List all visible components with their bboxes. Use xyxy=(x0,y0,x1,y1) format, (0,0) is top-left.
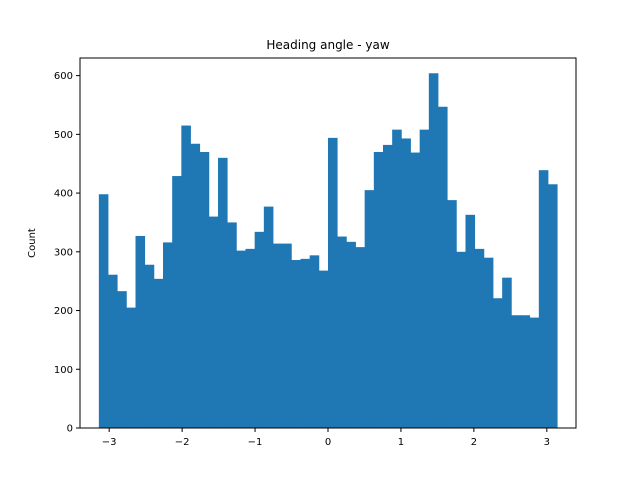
histogram-bar xyxy=(126,307,136,428)
y-tick-label: 0 xyxy=(67,424,73,435)
histogram-bar xyxy=(547,184,558,428)
histogram-bar xyxy=(428,73,439,429)
histogram-bar xyxy=(383,144,393,429)
x-tick-label: 3 xyxy=(544,437,550,448)
histogram-bar xyxy=(172,176,182,428)
histogram-bar xyxy=(437,106,448,428)
histogram-bar xyxy=(117,291,127,428)
histogram-bar xyxy=(337,236,347,428)
histogram-bar xyxy=(236,250,246,428)
histogram-bar xyxy=(309,255,320,428)
histogram-bar xyxy=(492,298,503,428)
bars-group xyxy=(98,73,558,429)
histogram-bar xyxy=(300,258,311,428)
histogram-bar xyxy=(163,242,173,428)
histogram-bar xyxy=(245,248,256,428)
y-tick-label: 300 xyxy=(54,247,73,258)
histogram-bar xyxy=(511,315,521,428)
histogram-bar xyxy=(254,231,265,428)
histogram-bar xyxy=(520,315,531,428)
histogram-bar xyxy=(410,152,421,428)
histogram-bar xyxy=(135,235,146,428)
histogram-bar xyxy=(346,241,356,428)
histogram-bar xyxy=(190,143,201,428)
histogram-bar xyxy=(273,243,283,428)
x-tick-label: −1 xyxy=(248,437,263,448)
y-tick-label: 600 xyxy=(54,71,73,82)
histogram-bar xyxy=(282,243,292,428)
histogram-bar xyxy=(108,274,118,428)
histogram-bar xyxy=(483,257,494,428)
histogram-bar xyxy=(373,151,384,428)
y-axis-label: Count xyxy=(27,228,38,258)
histogram-bar xyxy=(181,125,191,428)
histogram-bar xyxy=(502,277,512,428)
histogram-bar xyxy=(474,248,485,428)
histogram-bar xyxy=(419,129,430,428)
histogram-bar xyxy=(538,170,549,429)
y-tick-label: 400 xyxy=(54,189,73,200)
x-tick-label: 1 xyxy=(398,437,404,448)
histogram-bar xyxy=(328,137,338,428)
y-tick-label: 200 xyxy=(54,306,73,317)
histogram-bar xyxy=(291,260,301,428)
histogram-bar xyxy=(355,247,366,428)
histogram-bar xyxy=(144,264,155,428)
histogram-bar xyxy=(456,251,466,428)
histogram-bar xyxy=(401,138,411,428)
histogram-bar xyxy=(529,317,540,428)
x-tick-label: 2 xyxy=(471,437,477,448)
histogram-bar xyxy=(208,216,219,428)
y-tick-label: 100 xyxy=(54,365,73,376)
histogram-bar xyxy=(364,190,375,428)
histogram-bar xyxy=(153,278,164,428)
y-axis: 0 100 200 300 400 500 600 xyxy=(54,71,80,435)
x-axis: −3 −2 −1 0 1 2 3 xyxy=(102,428,550,448)
histogram-bar xyxy=(318,270,329,428)
histogram-bar xyxy=(98,194,109,428)
histogram-bar xyxy=(227,222,237,428)
histogram-bar xyxy=(465,214,476,428)
histogram-bar xyxy=(447,200,457,428)
y-tick-label: 500 xyxy=(54,130,73,141)
chart-title: Heading angle - yaw xyxy=(266,38,389,52)
x-tick-label: 0 xyxy=(325,437,331,448)
histogram-bar xyxy=(263,206,274,428)
histogram-bar xyxy=(392,129,402,428)
histogram-bar xyxy=(218,157,228,428)
x-tick-label: −2 xyxy=(175,437,190,448)
histogram-bar xyxy=(199,151,210,428)
x-tick-label: −3 xyxy=(102,437,117,448)
